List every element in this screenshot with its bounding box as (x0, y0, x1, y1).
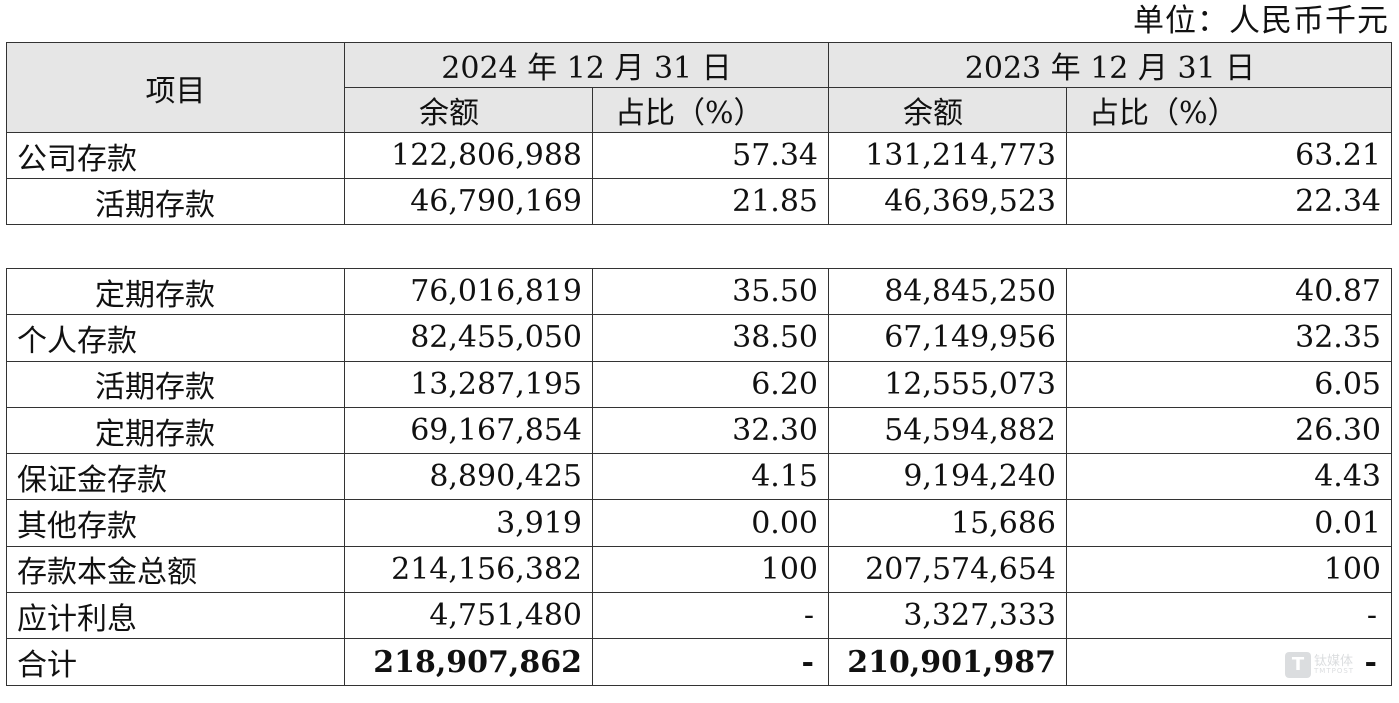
balance-2024: 3,919 (344, 499, 593, 547)
balance-2024: 214,156,382 (344, 545, 593, 594)
watermark-sub: TMTPOST (1314, 667, 1355, 675)
header-row-periods: 项目 2024 年 12 月 31 日 2023 年 12 月 31 日 (6, 42, 1392, 133)
row-label: 合计 (6, 638, 345, 686)
row-label: 活期存款 (6, 360, 345, 408)
table-row-total: 合计 218,907,862 - 210,901,987 - (6, 638, 1392, 686)
watermark-name: 钛媒体 (1314, 654, 1354, 669)
watermark-text: 钛媒体 TMTPOST (1314, 655, 1354, 675)
table-row: 公司存款 122,806,988 57.34 131,214,773 63.21 (6, 132, 1392, 179)
balance-2024: 82,455,050 (344, 314, 593, 362)
header-item: 项目 (6, 42, 345, 133)
table-row: 个人存款 82,455,050 38.50 67,149,956 32.35 (6, 314, 1392, 362)
row-label: 定期存款 (6, 267, 345, 316)
table-row: 应计利息 4,751,480 - 3,327,333 - (6, 592, 1392, 640)
share-2024: 100 (592, 545, 829, 594)
header-share-2023: 占比（%） (1066, 87, 1392, 133)
header-share-2024: 占比（%） (592, 87, 829, 133)
balance-2023: 84,845,250 (828, 267, 1067, 316)
header-period-2023: 2023 年 12 月 31 日 (828, 42, 1392, 88)
row-label: 保证金存款 (6, 453, 345, 501)
balance-2023: 207,574,654 (828, 545, 1067, 594)
share-2024: 0.00 (592, 499, 829, 547)
share-2024: - (592, 638, 829, 686)
header-row-columns: 余额 占比（%） 余额 占比（%） (7, 87, 1392, 133)
table-row: 定期存款 76,016,819 35.50 84,845,250 40.87 (6, 267, 1392, 316)
deposit-table-bottom: 定期存款 76,016,819 35.50 84,845,250 40.87 个… (6, 267, 1392, 686)
balance-2023: 3,327,333 (828, 592, 1067, 640)
watermark-logo: T 钛媒体 TMTPOST (1285, 651, 1365, 679)
share-2024: - (592, 592, 829, 640)
balance-2024: 8,890,425 (344, 453, 593, 501)
table-row: 活期存款 46,790,169 21.85 46,369,523 22.34 (6, 178, 1392, 225)
table-row: 存款本金总额 214,156,382 100 207,574,654 100 (6, 545, 1392, 594)
logo-icon: T (1285, 652, 1311, 678)
balance-2024: 46,790,169 (344, 178, 593, 225)
share-2023: 6.05 (1066, 360, 1392, 408)
share-2024: 35.50 (592, 267, 829, 316)
balance-2023: 15,686 (828, 499, 1067, 547)
share-2024: 57.34 (592, 132, 829, 179)
balance-2024: 69,167,854 (344, 406, 593, 455)
balance-2024: 122,806,988 (344, 132, 593, 179)
share-2024: 6.20 (592, 360, 829, 408)
share-2023: 63.21 (1066, 132, 1392, 179)
row-label: 存款本金总额 (6, 545, 345, 594)
share-2023: 26.30 (1066, 406, 1392, 455)
share-2023: - (1066, 638, 1392, 686)
balance-2024: 218,907,862 (344, 638, 593, 686)
row-label: 定期存款 (6, 406, 345, 455)
deposit-table-top: 项目 2024 年 12 月 31 日 2023 年 12 月 31 日 余额 … (6, 42, 1392, 225)
share-2023: 22.34 (1066, 178, 1392, 225)
balance-2023: 12,555,073 (828, 360, 1067, 408)
table-row: 其他存款 3,919 0.00 15,686 0.01 (6, 499, 1392, 547)
share-2023: 32.35 (1066, 314, 1392, 362)
table-row: 保证金存款 8,890,425 4.15 9,194,240 4.43 (6, 453, 1392, 501)
balance-2023: 9,194,240 (828, 453, 1067, 501)
share-2023: 4.43 (1066, 453, 1392, 501)
row-label: 公司存款 (6, 132, 345, 179)
header-period-2024: 2024 年 12 月 31 日 (344, 42, 829, 88)
balance-2024: 4,751,480 (344, 592, 593, 640)
header-balance-2023: 余额 (828, 87, 1067, 133)
unit-label: 单位：人民币千元 (1133, 3, 1389, 39)
balance-2023: 67,149,956 (828, 314, 1067, 362)
share-2024: 32.30 (592, 406, 829, 455)
header-balance-2024: 余额 (344, 87, 593, 133)
balance-2023: 46,369,523 (828, 178, 1067, 225)
share-2023: 100 (1066, 545, 1392, 594)
row-label: 个人存款 (6, 314, 345, 362)
share-2023: 40.87 (1066, 267, 1392, 316)
share-2023: - (1066, 592, 1392, 640)
balance-2023: 131,214,773 (828, 132, 1067, 179)
balance-2024: 76,016,819 (344, 267, 593, 316)
balance-2023: 210,901,987 (828, 638, 1067, 686)
share-2023: 0.01 (1066, 499, 1392, 547)
balance-2024: 13,287,195 (344, 360, 593, 408)
share-2024: 38.50 (592, 314, 829, 362)
share-2024: 4.15 (592, 453, 829, 501)
table-row: 活期存款 13,287,195 6.20 12,555,073 6.05 (6, 360, 1392, 408)
table-row: 定期存款 69,167,854 32.30 54,594,882 26.30 (6, 406, 1392, 455)
row-label: 活期存款 (6, 178, 345, 225)
row-label: 应计利息 (6, 592, 345, 640)
row-label: 其他存款 (6, 499, 345, 547)
balance-2023: 54,594,882 (828, 406, 1067, 455)
share-2024: 21.85 (592, 178, 829, 225)
